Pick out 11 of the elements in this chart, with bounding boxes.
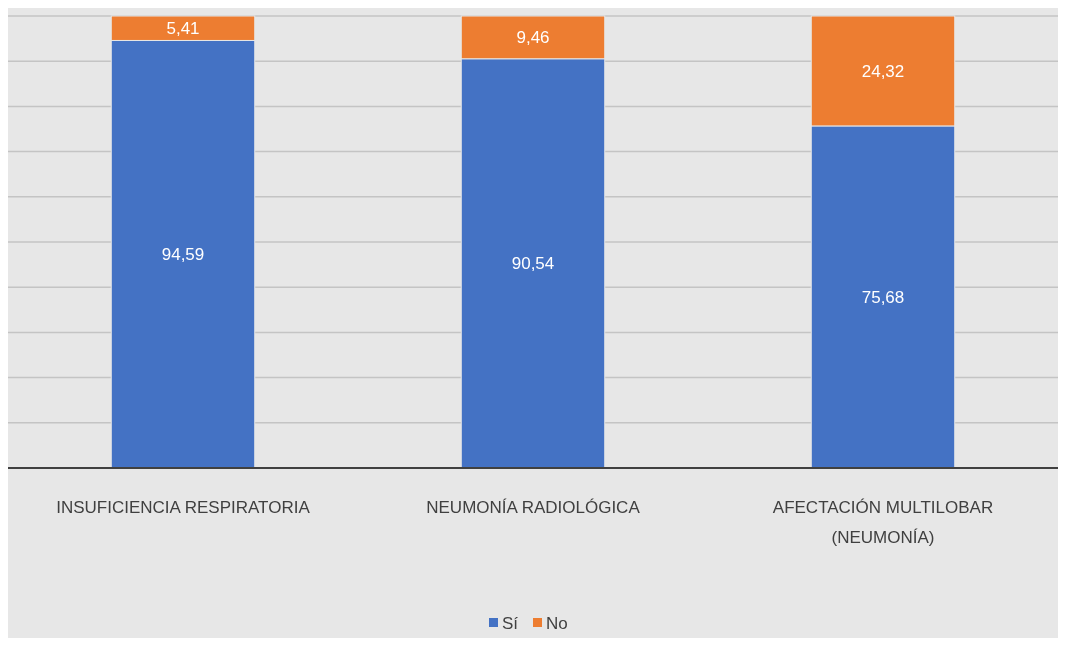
legend-label: No (546, 613, 568, 633)
data-label: 9,46 (516, 28, 550, 48)
x-tick-label: INSUFICIENCIA RESPIRATORIA (56, 498, 311, 517)
data-label: 5,41 (166, 19, 200, 39)
data-label: 94,59 (161, 245, 205, 265)
x-tick-label: NEUMONÍA RADIOLÓGICA (426, 498, 641, 517)
x-tick-label: AFECTACIÓN MULTILOBAR (NEUMONÍA) (772, 498, 994, 547)
data-label: 90,54 (511, 254, 555, 274)
data-label: 24,32 (861, 61, 905, 81)
legend-label: Sí (502, 613, 519, 633)
data-label: 75,68 (861, 287, 905, 307)
